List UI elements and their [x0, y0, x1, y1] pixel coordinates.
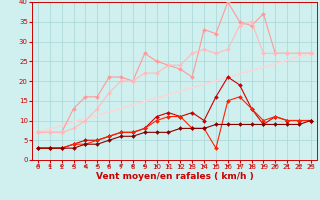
X-axis label: Vent moyen/en rafales ( km/h ): Vent moyen/en rafales ( km/h ) [96, 172, 253, 181]
